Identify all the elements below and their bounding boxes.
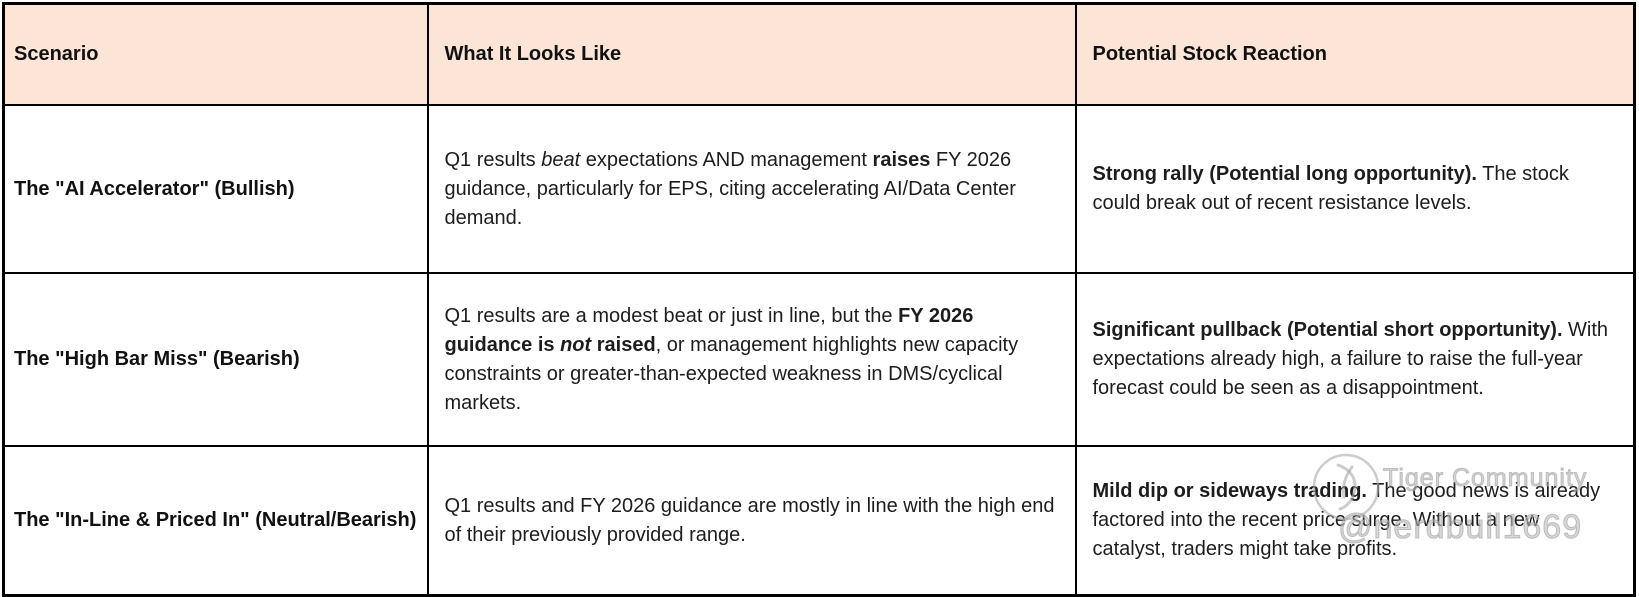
scenario-cell: The "In-Line & Priced In" (Neutral/Beari… bbox=[2, 445, 429, 597]
header-scenario: Scenario bbox=[2, 2, 429, 106]
scenario-cell: The "High Bar Miss" (Bearish) bbox=[2, 272, 429, 447]
looks-like-cell: Q1 results beat expectations AND managem… bbox=[426, 104, 1077, 274]
header-row: Scenario What It Looks Like Potential St… bbox=[2, 2, 1636, 106]
looks-like-cell: Q1 results and FY 2026 guidance are most… bbox=[426, 445, 1077, 597]
reaction-cell: Strong rally (Potential long opportunity… bbox=[1074, 104, 1636, 274]
header-potential-stock-reaction: Potential Stock Reaction bbox=[1074, 2, 1636, 106]
reaction-cell: Significant pullback (Potential short op… bbox=[1074, 272, 1636, 447]
looks-like-cell: Q1 results are a modest beat or just in … bbox=[426, 272, 1077, 447]
header-what-it-looks-like: What It Looks Like bbox=[426, 2, 1077, 106]
table-row-neutral-bearish: The "In-Line & Priced In" (Neutral/Beari… bbox=[2, 445, 1636, 597]
reaction-cell: Mild dip or sideways trading. The good n… bbox=[1074, 445, 1636, 597]
table-row-bullish: The "AI Accelerator" (Bullish) Q1 result… bbox=[2, 104, 1636, 274]
table-row-bearish: The "High Bar Miss" (Bearish) Q1 results… bbox=[2, 272, 1636, 447]
scenario-cell: The "AI Accelerator" (Bullish) bbox=[2, 104, 429, 274]
